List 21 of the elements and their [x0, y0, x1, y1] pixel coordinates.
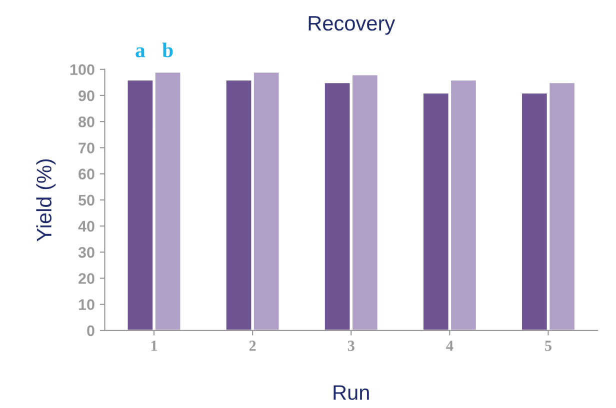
x-tick-label: 4 [446, 340, 454, 351]
x-tick-label: 2 [249, 340, 256, 351]
y-tick-label: 50 [78, 194, 94, 206]
y-tick-label: 10 [78, 299, 94, 310]
x-axis-title: Run [334, 385, 369, 400]
y-tick-label: 90 [78, 90, 94, 102]
chart-title: Recovery [308, 16, 396, 35]
x-tick-label: 5 [545, 340, 552, 351]
x-tick-label: 3 [348, 340, 354, 351]
y-tick-label: 20 [78, 273, 94, 284]
y-tick-label: 40 [78, 220, 94, 232]
y-tick-label: 80 [78, 116, 94, 128]
series-label: b [162, 42, 173, 58]
y-tick-label: 100 [70, 64, 94, 76]
y-tick-label: 70 [78, 142, 94, 154]
y-axis-title: Yield (%) [36, 159, 56, 242]
y-tick-label: 60 [78, 168, 94, 180]
x-tick-label: 1 [151, 340, 158, 351]
series-label: a [136, 47, 146, 58]
y-tick-label: 30 [78, 247, 94, 258]
y-tick-label: 0 [87, 325, 94, 336]
